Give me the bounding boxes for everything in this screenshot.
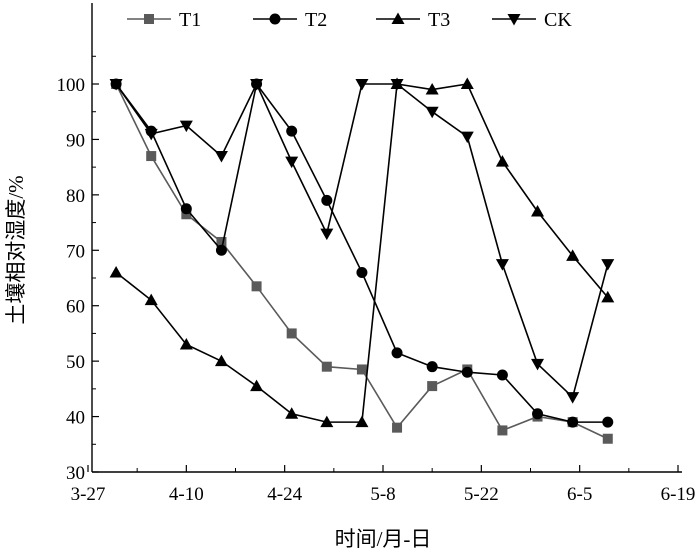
data-point-CK bbox=[355, 79, 369, 91]
x-tick-label: 4-24 bbox=[267, 484, 302, 505]
y-tick-label: 90 bbox=[66, 130, 85, 151]
data-point-CK bbox=[531, 358, 545, 371]
series-line-CK bbox=[115, 82, 609, 399]
data-point-T2 bbox=[391, 347, 403, 359]
x-tick-label: 5-8 bbox=[370, 484, 395, 505]
data-point-T1 bbox=[497, 425, 508, 436]
data-point-T3 bbox=[531, 204, 545, 217]
data-point-T1 bbox=[392, 422, 403, 433]
data-point-T3 bbox=[566, 249, 580, 261]
data-point-T2 bbox=[286, 125, 298, 137]
y-tick-label: 30 bbox=[66, 463, 85, 484]
data-point-T2 bbox=[426, 361, 438, 373]
legend-marker bbox=[507, 14, 521, 26]
series-line-T1 bbox=[115, 83, 609, 440]
data-point-CK bbox=[285, 156, 299, 169]
data-point-T2 bbox=[532, 408, 544, 420]
legend-label: T2 bbox=[305, 9, 327, 31]
data-point-CK bbox=[460, 131, 474, 144]
data-point-CK bbox=[179, 120, 193, 133]
data-point-CK bbox=[425, 106, 439, 119]
data-point-CK bbox=[495, 259, 509, 271]
x-tick-label: 6-5 bbox=[567, 484, 592, 505]
series-layer bbox=[109, 77, 615, 444]
y-tick-label: 50 bbox=[66, 352, 85, 373]
x-tick-label: 5-22 bbox=[464, 484, 499, 505]
data-point-T2 bbox=[602, 416, 614, 428]
data-point-CK bbox=[566, 392, 580, 404]
data-point-T1 bbox=[181, 209, 192, 220]
series-CK bbox=[109, 79, 615, 404]
series-T1 bbox=[111, 79, 613, 444]
x-axis-title: 时间/月-日 bbox=[335, 527, 432, 551]
data-point-T3 bbox=[460, 77, 474, 89]
data-point-CK bbox=[320, 228, 334, 241]
data-point-T3 bbox=[250, 379, 264, 392]
legend-item-T1: T1 bbox=[127, 9, 201, 31]
data-point-T2 bbox=[356, 266, 368, 278]
data-point-T3 bbox=[144, 293, 158, 306]
data-point-T1 bbox=[251, 281, 262, 292]
data-point-T1 bbox=[427, 381, 438, 392]
data-point-T1 bbox=[216, 236, 227, 247]
x-tick-label: 3-27 bbox=[71, 484, 106, 505]
data-point-T1 bbox=[321, 361, 332, 372]
legend-label: T3 bbox=[428, 9, 450, 31]
data-point-T1 bbox=[356, 364, 367, 375]
legend-marker bbox=[269, 13, 281, 25]
data-point-T1 bbox=[602, 433, 613, 444]
y-tick-label: 80 bbox=[66, 186, 85, 207]
x-tick-label: 6-19 bbox=[661, 484, 696, 505]
data-point-T2 bbox=[567, 416, 579, 428]
y-tick-label: 100 bbox=[57, 75, 86, 96]
legend-item-CK: CK bbox=[492, 9, 572, 31]
data-point-CK bbox=[390, 79, 404, 91]
y-axis-title: 土壤相对湿度/% bbox=[4, 175, 28, 324]
data-point-CK bbox=[144, 128, 158, 141]
data-point-CK bbox=[250, 79, 264, 91]
data-point-CK bbox=[109, 79, 123, 91]
data-point-CK bbox=[601, 259, 615, 271]
y-tick-label: 40 bbox=[66, 408, 85, 429]
legend-marker bbox=[391, 12, 405, 24]
data-point-T3 bbox=[495, 155, 509, 167]
data-point-T2 bbox=[321, 194, 333, 206]
axes: 30 40 50 60 70 80 90 100 3-27 4-10 4-24 5-8 5-22 6-5 6… bbox=[57, 3, 696, 505]
legend: T1 T2 T3 CK bbox=[127, 9, 572, 31]
data-point-T3 bbox=[109, 265, 123, 278]
data-point-T3 bbox=[320, 415, 334, 428]
y-tick-label: 70 bbox=[66, 241, 85, 262]
data-point-T2 bbox=[215, 244, 227, 256]
data-point-T2 bbox=[180, 203, 192, 215]
data-point-T3 bbox=[285, 407, 299, 419]
legend-marker bbox=[144, 14, 154, 24]
data-point-T3 bbox=[214, 354, 228, 367]
legend-item-T3: T3 bbox=[376, 9, 450, 31]
data-point-T1 bbox=[146, 151, 157, 162]
data-point-T2 bbox=[461, 366, 473, 378]
legend-label: T1 bbox=[179, 9, 201, 31]
data-point-T3 bbox=[425, 83, 439, 95]
data-point-T3 bbox=[179, 338, 193, 350]
data-point-T1 bbox=[286, 328, 297, 339]
legend-item-T2: T2 bbox=[253, 9, 327, 31]
data-point-CK bbox=[214, 151, 228, 163]
data-point-T3 bbox=[601, 290, 615, 303]
legend-label: CK bbox=[544, 9, 572, 31]
data-point-T3 bbox=[355, 415, 369, 428]
y-tick-label: 60 bbox=[66, 297, 85, 318]
x-tick-label: 4-10 bbox=[169, 484, 204, 505]
data-point-T2 bbox=[496, 369, 508, 381]
